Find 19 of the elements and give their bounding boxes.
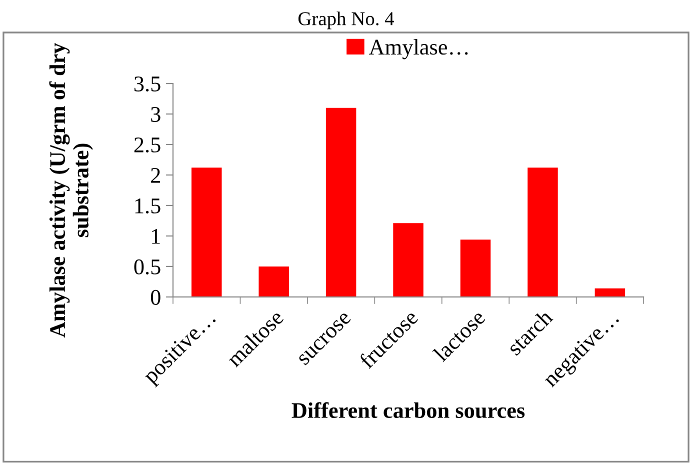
chart-title: Graph No. 4 bbox=[298, 12, 394, 30]
bar bbox=[460, 240, 491, 297]
y-tick-label: 1.5 bbox=[135, 198, 160, 214]
y-tick-label: 3 bbox=[151, 107, 160, 122]
y-axis-title: Amylase activity (U/grm of dry substrate) bbox=[49, 42, 94, 338]
y-tick-label: 0 bbox=[150, 290, 160, 305]
y-tick-label: 3.5 bbox=[134, 76, 160, 92]
bar bbox=[393, 223, 424, 297]
bar bbox=[258, 266, 289, 297]
bar bbox=[326, 108, 356, 297]
y-tick-label: 1 bbox=[152, 229, 160, 244]
legend-label: Amylase… bbox=[369, 39, 468, 60]
x-axis-title: Different carbon sources bbox=[292, 402, 525, 418]
bar bbox=[191, 168, 222, 297]
y-tick-label: 2 bbox=[151, 168, 160, 183]
y-tick-label: 0.5 bbox=[134, 259, 160, 274]
bar bbox=[528, 168, 558, 297]
y-tick-label: 2.5 bbox=[134, 138, 160, 153]
bar bbox=[594, 288, 626, 297]
